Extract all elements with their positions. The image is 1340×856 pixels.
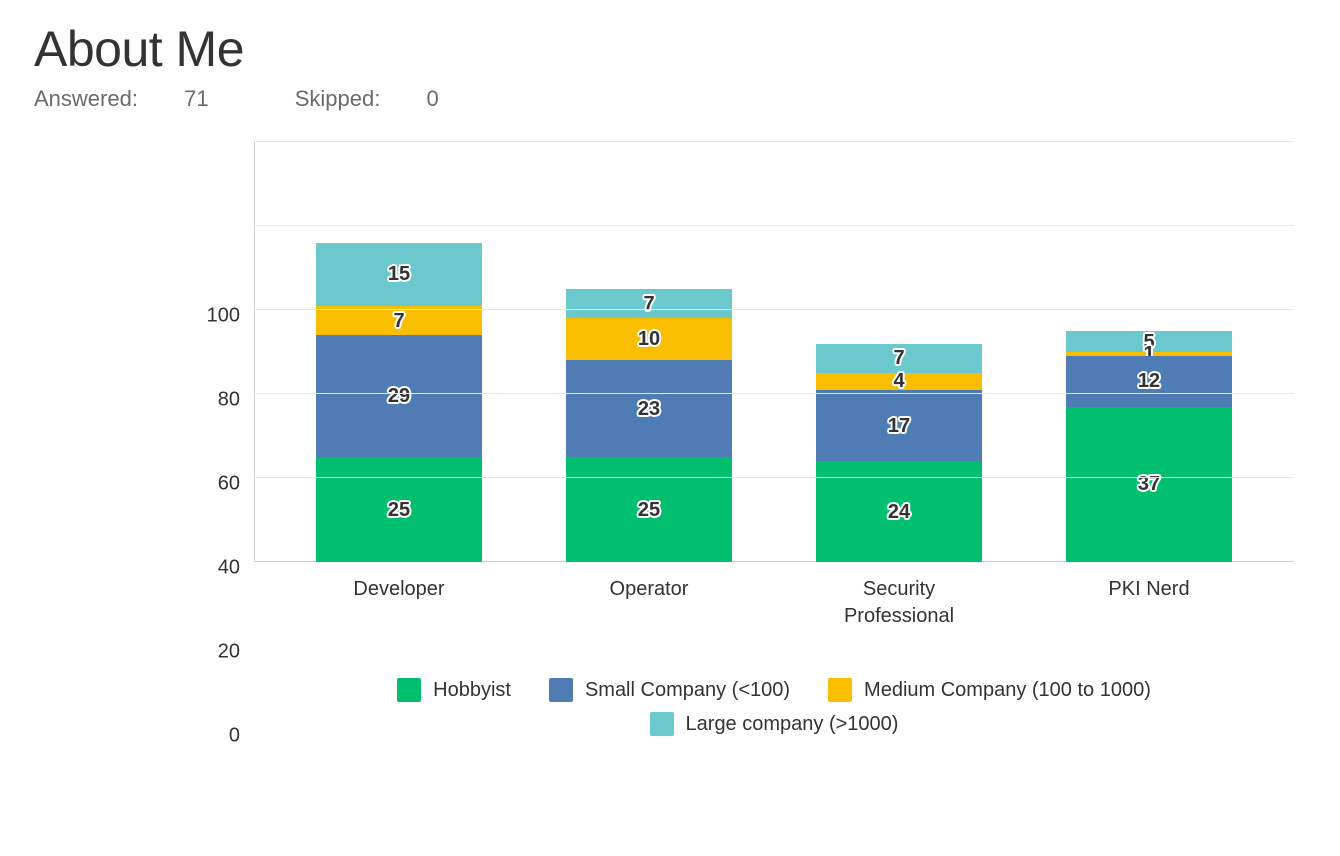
bar-segment: 23	[566, 360, 732, 457]
y-tick: 60	[180, 473, 240, 496]
bar-segment: 17	[816, 390, 982, 461]
bar-segment: 7	[566, 289, 732, 318]
bar-segment: 15	[316, 243, 482, 306]
bar-segment: 37	[1066, 407, 1232, 562]
bar-segment-value: 7	[893, 348, 904, 368]
legend-swatch	[397, 678, 421, 702]
bar-segment-value: 24	[888, 502, 910, 522]
bar-segment: 12	[1066, 356, 1232, 406]
bar-segment-value: 25	[638, 500, 660, 520]
legend-swatch	[549, 678, 573, 702]
chart-plot-area: 15729257102325741724511237	[254, 142, 1294, 562]
bar-column: 7 4 17 24	[816, 344, 982, 562]
bar-segment: 29	[316, 335, 482, 457]
legend-label: Large company (>1000)	[686, 713, 899, 736]
legend-label: Small Company (<100)	[585, 679, 790, 702]
bar-column: 7 10 23 25	[566, 289, 732, 562]
legend-item: Large company (>1000)	[650, 712, 899, 736]
skipped-stat: Skipped: 0	[295, 86, 479, 111]
bar-segment: 7	[816, 344, 982, 373]
gridline	[254, 141, 1294, 142]
x-tick: Developer	[316, 576, 482, 630]
y-tick: 40	[180, 557, 240, 580]
legend-swatch	[650, 712, 674, 736]
skipped-label: Skipped:	[295, 86, 381, 111]
y-tick: 0	[180, 725, 240, 748]
y-tick: 20	[180, 641, 240, 664]
legend: Hobbyist Small Company (<100) Medium Compa…	[254, 678, 1294, 736]
bar-segment-value: 15	[388, 264, 410, 284]
bars-container: 15729257102325741724511237	[254, 142, 1294, 562]
y-tick: 100	[180, 305, 240, 328]
legend-item: Medium Company (100 to 1000)	[828, 678, 1151, 702]
bar-segment-value: 25	[388, 500, 410, 520]
legend-label: Hobbyist	[433, 679, 511, 702]
answered-value: 71	[184, 86, 208, 111]
bar-segment-value: 10	[638, 329, 660, 349]
gridline	[254, 309, 1294, 310]
bar-segment-value: 7	[393, 311, 404, 331]
bar-column: 511237	[1066, 331, 1232, 562]
x-tick-labels: Developer Operator SecurityProfessional PKI…	[254, 576, 1294, 630]
answered-label: Answered:	[34, 86, 138, 111]
bar-segment-value: 23	[638, 399, 660, 419]
page-title: About Me	[34, 20, 1306, 78]
bar-segment: 7	[316, 306, 482, 335]
bar-segment-value: 12	[1138, 371, 1160, 391]
bar-segment-value: 4	[893, 371, 904, 391]
gridline	[254, 393, 1294, 394]
bar-segment: 25	[316, 457, 482, 562]
bar-segment-value: 17	[888, 416, 910, 436]
gridline	[254, 225, 1294, 226]
x-tick: Operator	[566, 576, 732, 630]
legend-swatch	[828, 678, 852, 702]
bar-segment: 10	[566, 318, 732, 360]
legend-item: Small Company (<100)	[549, 678, 790, 702]
chart: 15729257102325741724511237 DeveloperOper…	[204, 142, 1294, 736]
bar-segment-value: 7	[643, 294, 654, 314]
gridline	[254, 477, 1294, 478]
bar-column: 15 7 29 25	[316, 243, 482, 562]
skipped-value: 0	[426, 86, 438, 111]
x-tick: SecurityProfessional	[816, 576, 982, 630]
response-meta: Answered: 71 Skipped: 0	[34, 86, 1306, 112]
legend-label: Medium Company (100 to 1000)	[864, 679, 1151, 702]
y-tick: 80	[180, 389, 240, 412]
bar-segment: 4	[816, 373, 982, 390]
x-tick: PKI Nerd	[1066, 576, 1232, 630]
legend-item: Hobbyist	[397, 678, 511, 702]
answered-stat: Answered: 71	[34, 86, 255, 111]
bar-segment: 25	[566, 457, 732, 562]
bar-segment-value: 29	[388, 386, 410, 406]
